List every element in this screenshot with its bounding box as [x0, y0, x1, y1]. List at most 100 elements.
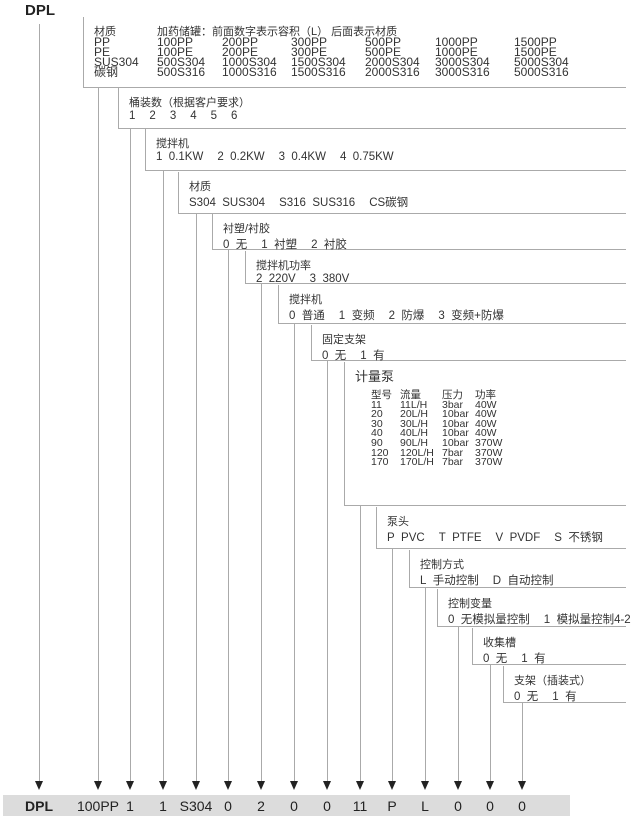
connector-line [261, 283, 262, 781]
table-cell: 10bar [442, 408, 469, 421]
example-code-bar [3, 795, 570, 816]
code-segment: 100PP [76, 798, 120, 814]
table-cell: 3000S304 [435, 55, 490, 69]
option-value: 1 有 [360, 350, 385, 362]
option-value: L 手动控制 [420, 575, 479, 587]
option-value: 1 有 [552, 691, 577, 703]
table-cell: 170L/H [400, 456, 434, 469]
table-cell: 500PE [365, 45, 402, 59]
option-box: 衬塑/衬胶 0 无 1 衬塑 2 衬胶 [212, 214, 626, 252]
table-cell: 40W [475, 427, 497, 440]
code-segment: 0 [290, 798, 298, 814]
table-cell: 370W [475, 446, 503, 459]
table-cell: 3bar [442, 398, 464, 411]
table-cell: 压力 [442, 389, 463, 401]
table-cell: 10bar [442, 417, 469, 430]
option-value: 2 衬胶 [311, 239, 347, 251]
table-cell: 120L/H [400, 446, 434, 459]
table-cell: PE [94, 45, 111, 59]
connector-line [425, 587, 426, 781]
table-cell: 1000PP [435, 35, 478, 49]
option-value: 2 防爆 [388, 310, 425, 322]
table-cell: 40W [475, 398, 497, 411]
table-cell: 功率 [475, 389, 496, 401]
table-cell: 1500S316 [291, 65, 346, 79]
option-value: 0 无模拟量控制 [448, 614, 530, 626]
option-value: 3 [169, 110, 177, 122]
arrow-down-icon [518, 781, 526, 790]
table-cell: 100PP [157, 35, 194, 49]
option-title: 搅拌机 [289, 294, 322, 306]
option-value: CS碳钢 [369, 197, 409, 209]
arrow-down-icon [94, 781, 102, 790]
connector-line [490, 664, 491, 781]
option-values: 0 普通 1 变频 2 防爆 3 变频+防爆 [289, 307, 518, 323]
table-cell: 1000S316 [222, 65, 277, 79]
option-box: 泵头 P PVC T PTFE V PVDF S 不锈钢 [376, 507, 626, 549]
arrow-down-icon [454, 781, 462, 790]
table-cell: 1000PE [435, 45, 478, 59]
option-value: 2 220V [256, 273, 296, 285]
option-title: 控制方式 [420, 559, 464, 571]
table-cell: 90 [371, 437, 383, 449]
option-title: 材质 [189, 181, 211, 193]
option-values: 0 无 1 衬塑 2 衬胶 [223, 236, 361, 252]
option-box: 收集槽 0 无 1 有 [472, 628, 626, 665]
arrow-down-icon [421, 781, 429, 790]
option-values: 0 无 1 有 [483, 650, 560, 666]
option-value: P PVC [387, 532, 425, 544]
option-box: 计量泵 型号 流量 压力 功率 11 11L/H 3bar 40W 20 20L/H 10bar 40W… [344, 362, 626, 506]
table-cell: 370W [475, 437, 503, 449]
table-cell: 300PE [291, 45, 328, 59]
option-values: 1 0.1KW 2 0.2KW 3 0.4KW 4 0.75KW [156, 151, 408, 163]
code-segment: 0 [454, 798, 462, 814]
table-cell: 200PE [222, 45, 259, 59]
option-title: 控制变量 [448, 598, 492, 610]
option-box: 控制方式 L 手动控制 D 自动控制 [409, 550, 626, 588]
table-cell: 300PP [291, 35, 328, 49]
table-cell: 120 [371, 446, 389, 459]
connector-line [360, 505, 361, 781]
option-value: D 自动控制 [492, 575, 554, 587]
connector-line [228, 249, 229, 781]
table-cell: 100PE [157, 45, 194, 59]
table-cell: 30 [371, 417, 383, 430]
option-title: 桶装数（根据客户要求） [129, 97, 250, 109]
option-value: 1 有 [521, 653, 546, 665]
arrow-down-icon [159, 781, 167, 790]
arrow-down-icon [388, 781, 396, 790]
connector-line [163, 170, 164, 781]
option-value: 0 无 [483, 653, 508, 665]
table-cell: 20 [371, 408, 383, 421]
table-cell: 5000S304 [514, 55, 569, 69]
table-cell: 40L/H [400, 427, 429, 440]
table-cell: 11L/H [400, 398, 428, 411]
option-value: 2 [149, 110, 156, 122]
option-box: 搅拌机 1 0.1KW 2 0.2KW 3 0.4KW 4 0.75KW [145, 129, 626, 171]
arrow-down-icon [486, 781, 494, 790]
table-cell: 500PP [365, 35, 402, 49]
connector-line [327, 360, 328, 781]
table-cell: 2000S304 [365, 55, 420, 69]
option-subtitle: 加药储罐：前面数字表示容积（L） 后面表示材质 [157, 26, 398, 38]
option-box: 桶装数（根据客户要求） 1 2 3 4 5 6 [118, 88, 626, 129]
table-cell: 20L/H [400, 408, 429, 421]
option-value: 3 380V [309, 273, 350, 285]
table-cell: SUS304 [94, 55, 139, 69]
table-cell: 11 [371, 398, 382, 411]
connector-line [392, 548, 393, 781]
option-values: 1 2 3 4 5 6 [129, 110, 251, 122]
option-value: 1 模拟量控制4-20mA [543, 614, 631, 626]
code-segment: 1 [126, 798, 134, 814]
option-values: S304 SUS304 S316 SUS316 CS碳钢 [189, 194, 422, 210]
code-segment: L [421, 798, 429, 814]
code-segment: DPL [25, 798, 53, 814]
option-value: 1 变频 [338, 310, 375, 322]
table-cell: 5000S316 [514, 65, 569, 79]
option-values: 0 无 1 有 [514, 688, 591, 704]
arrow-down-icon [257, 781, 265, 790]
option-title: 衬塑/衬胶 [223, 223, 271, 235]
option-value: S 不锈钢 [554, 532, 603, 544]
model-prefix-label: DPL [25, 2, 55, 19]
option-title: 计量泵 [355, 369, 395, 384]
